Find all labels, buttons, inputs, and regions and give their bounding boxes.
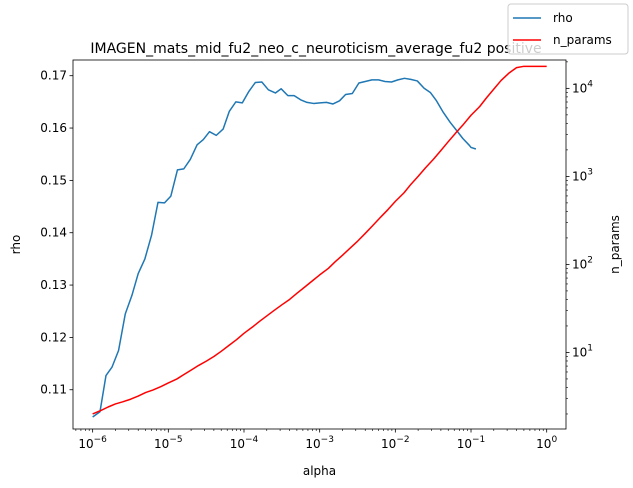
y2-tick-label: 103 (572, 167, 593, 183)
y-tick-label: 0.12 (40, 330, 67, 344)
y2-tick-label: 101 (572, 343, 593, 359)
y-axis-label: rho (9, 235, 23, 255)
series-line-n-params (92, 65, 547, 415)
y-tick-label: 0.13 (40, 278, 67, 292)
y-tick-label: 0.11 (40, 383, 67, 397)
y-tick-label: 0.15 (40, 173, 67, 187)
legend: rho n_params (507, 3, 629, 55)
series-layer (92, 65, 547, 418)
x-tick-label: 10−2 (381, 435, 410, 451)
y2-tick-label: 104 (572, 79, 593, 95)
series-line-rho (92, 77, 477, 418)
legend-label-n-params: n_params (553, 33, 612, 47)
x-tick-label: 10−3 (305, 435, 334, 451)
plot-area (73, 60, 566, 429)
y-tick-label: 0.17 (40, 69, 67, 83)
x-axis: 10−6 10−5 10−4 10−3 10−2 10−1 100 (75, 429, 557, 451)
y2-axis-label: n_params (608, 215, 622, 274)
legend-frame (507, 3, 629, 55)
y-tick-label: 0.14 (40, 226, 67, 240)
y2-tick-label: 102 (572, 255, 593, 271)
x-tick-label: 10−6 (78, 435, 107, 451)
chart-title: IMAGEN_mats_mid_fu2_neo_c_neuroticism_av… (90, 41, 541, 57)
x-tick-label: 10−1 (457, 435, 486, 451)
y-axis-right: 101 102 103 104 (566, 61, 593, 415)
legend-label-rho: rho (553, 11, 573, 25)
y-axis-left: 0.11 0.12 0.13 0.14 0.15 0.16 0.17 (40, 69, 73, 397)
x-tick-label: 10−4 (230, 435, 259, 451)
x-tick-label: 100 (536, 435, 557, 451)
x-axis-label: alpha (303, 464, 336, 478)
x-tick-label: 10−5 (154, 435, 183, 451)
y-tick-label: 0.16 (40, 121, 67, 135)
